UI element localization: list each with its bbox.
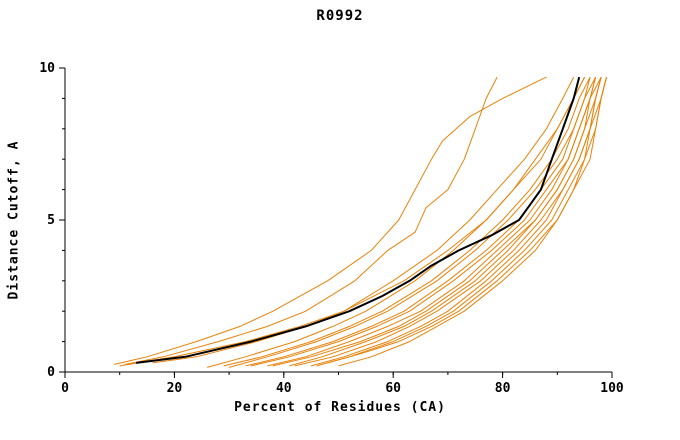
series-model-03 — [152, 76, 575, 364]
series-model-13 — [245, 76, 597, 367]
chart-title: R0992 — [316, 8, 364, 24]
x-tick-label: 40 — [276, 381, 292, 396]
series-model-01 — [114, 76, 547, 365]
x-tick-label: 100 — [600, 381, 624, 396]
series-model-12 — [223, 76, 591, 367]
series-model-14 — [267, 76, 597, 367]
y-tick-label: 0 — [47, 365, 55, 380]
series-model-08 — [272, 76, 602, 367]
series-reference — [135, 76, 581, 364]
series-model-05 — [207, 76, 586, 368]
series-model-07 — [250, 76, 597, 367]
series-model-17 — [327, 76, 607, 364]
x-tick-label: 20 — [167, 381, 183, 396]
series-model-15 — [289, 76, 602, 367]
y-tick-label: 5 — [47, 213, 55, 228]
y-tick-label: 10 — [39, 61, 55, 76]
series-model-10 — [316, 76, 607, 367]
series-model-16 — [310, 76, 602, 367]
x-axis-label: Percent of Residues (CA) — [234, 400, 446, 415]
x-tick-label: 80 — [495, 381, 511, 396]
series-model-02 — [125, 76, 498, 365]
x-tick-label: 60 — [385, 381, 401, 396]
x-tick-label: 0 — [61, 381, 69, 396]
y-axis-label: Distance Cutoff, A — [6, 140, 22, 300]
